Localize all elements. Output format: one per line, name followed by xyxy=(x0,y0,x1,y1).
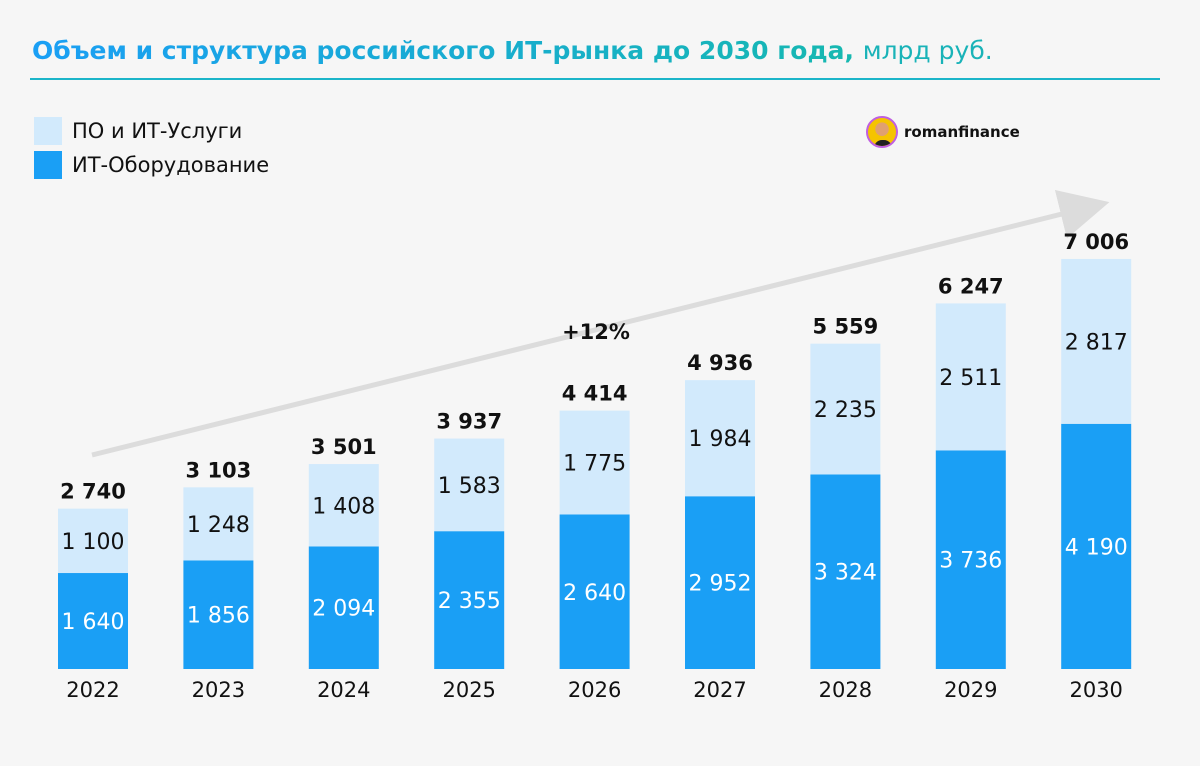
data-label-hardware: 3 736 xyxy=(939,549,1002,574)
total-label: 4 936 xyxy=(687,351,753,375)
bar-software xyxy=(183,487,254,561)
data-label-software: 2 817 xyxy=(1065,330,1128,355)
legend-item-software: ПО и ИТ-Услуги xyxy=(34,117,242,145)
bar-hardware xyxy=(183,560,254,669)
total-label: 3 103 xyxy=(186,458,252,482)
bar-software xyxy=(935,303,1006,451)
x-tick-label: 2025 xyxy=(442,678,495,702)
growth-arrow xyxy=(91,189,1110,458)
bar-software xyxy=(559,410,630,515)
bar-hardware xyxy=(308,546,379,669)
data-label-hardware: 4 190 xyxy=(1065,535,1128,560)
title-divider xyxy=(30,78,1160,80)
brand-badge: romanfinance xyxy=(866,116,1020,148)
data-label-software: 1 984 xyxy=(689,427,752,452)
bar-software xyxy=(58,508,128,574)
total-label: 2 740 xyxy=(60,480,126,504)
data-label-hardware: 2 640 xyxy=(563,581,626,606)
data-label-software: 1 775 xyxy=(563,452,626,477)
bar-software xyxy=(810,343,881,475)
data-label-hardware: 2 355 xyxy=(438,589,501,614)
bar-software xyxy=(434,438,505,532)
legend-label-hardware: ИТ-Оборудование xyxy=(72,153,270,177)
total-label: 6 247 xyxy=(938,274,1004,298)
data-label-hardware: 1 856 xyxy=(187,604,250,629)
total-label: 5 559 xyxy=(813,315,879,339)
data-label-software: 1 100 xyxy=(62,530,125,555)
data-label-software: 2 235 xyxy=(814,398,877,423)
bar-hardware xyxy=(58,573,128,669)
x-tick-label: 2023 xyxy=(192,678,245,702)
avatar xyxy=(866,116,898,148)
total-label: 3 501 xyxy=(311,435,377,459)
data-label-software: 2 511 xyxy=(939,366,1002,391)
data-label-software: 1 248 xyxy=(187,513,250,538)
x-tick-label: 2029 xyxy=(944,678,997,702)
bar-hardware xyxy=(434,531,505,669)
bar-hardware xyxy=(1061,423,1132,669)
data-label-hardware: 1 640 xyxy=(62,610,125,635)
data-label-software: 1 583 xyxy=(438,474,501,499)
brand-name: romanfinance xyxy=(904,123,1020,141)
bar-hardware xyxy=(559,514,630,669)
legend-item-hardware: ИТ-Оборудование xyxy=(34,151,269,179)
total-label: 7 006 xyxy=(1063,230,1129,254)
x-tick-label: 2024 xyxy=(317,678,370,702)
growth-annotation: +12% xyxy=(562,320,630,344)
data-label-hardware: 2 952 xyxy=(689,572,752,597)
x-tick-label: 2026 xyxy=(568,678,621,702)
bar-hardware xyxy=(685,496,755,669)
data-label-hardware: 2 094 xyxy=(312,597,375,622)
bar-software xyxy=(1061,258,1132,424)
data-label-software: 1 408 xyxy=(312,494,375,519)
chart-title: Объем и структура российского ИТ-рынка д… xyxy=(32,36,993,65)
legend-swatch-hardware xyxy=(34,151,62,179)
x-tick-label: 2027 xyxy=(693,678,746,702)
bar-hardware xyxy=(935,450,1006,669)
bar-software xyxy=(685,380,755,497)
total-label: 4 414 xyxy=(562,382,628,406)
x-tick-label: 2022 xyxy=(66,678,119,702)
bar-software xyxy=(308,464,379,547)
legend-label-software: ПО и ИТ-Услуги xyxy=(72,119,243,143)
x-tick-label: 2030 xyxy=(1069,678,1122,702)
x-tick-label: 2028 xyxy=(819,678,872,702)
legend-swatch-software xyxy=(34,117,62,145)
data-label-hardware: 3 324 xyxy=(814,561,877,586)
total-label: 3 937 xyxy=(436,410,502,434)
bar-hardware xyxy=(810,474,881,669)
